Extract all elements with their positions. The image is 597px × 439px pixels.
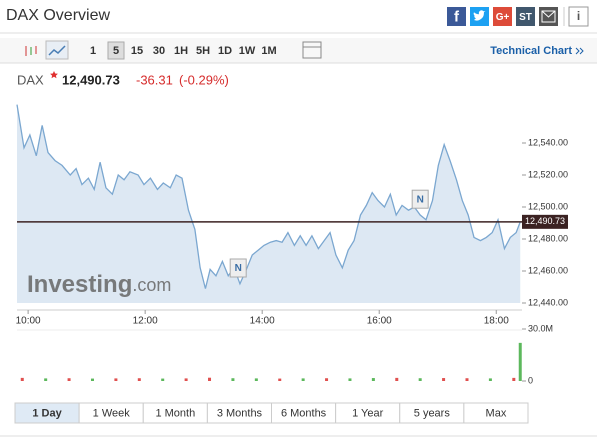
info-glyph: i: [577, 9, 580, 23]
y-tick-label: 0: [528, 375, 533, 385]
quote-change-percent: (-0.29%): [179, 72, 229, 87]
quote-price: 12,490.73: [62, 72, 120, 87]
technical-chart-link[interactable]: Technical Chart: [490, 45, 572, 57]
volume-bar: [184, 378, 188, 381]
volume-bar: [465, 378, 469, 381]
y-tick-label: 12,440.00: [528, 297, 568, 307]
y-tick-label: 30.0M: [528, 323, 553, 333]
volume-bar: [114, 378, 118, 381]
twitter-glyph: [473, 10, 486, 21]
news-marker-label: N: [235, 263, 242, 274]
quote-symbol: DAX: [17, 72, 44, 87]
title: DAX Overview: [6, 7, 110, 24]
volume-bar: [512, 377, 516, 381]
y-tick-label: 12,520.00: [528, 169, 568, 179]
y-tick-label: 12,480.00: [528, 233, 568, 243]
range-label: 6 Months: [281, 407, 327, 419]
volume-bar: [371, 378, 375, 381]
range-label: 1 Month: [155, 407, 195, 419]
interval-button[interactable]: 1: [90, 45, 96, 57]
volume-bar: [67, 378, 71, 381]
volume-bar: [278, 378, 282, 381]
volume-bar: [208, 377, 212, 381]
volume-bar: [20, 377, 24, 381]
volume-bar: [90, 378, 94, 381]
status-star: [50, 71, 58, 79]
last-price-box: [522, 214, 568, 229]
interval-button[interactable]: 5H: [196, 45, 210, 57]
candle-icon[interactable]: [23, 45, 39, 57]
line-icon-glyph: [48, 45, 66, 56]
interval-button[interactable]: 1W: [239, 45, 256, 57]
watermark-suffix: .com: [132, 275, 171, 295]
share-icon[interactable]: [493, 7, 512, 26]
price-area: [17, 104, 521, 303]
volume-bar: [231, 378, 235, 381]
interval-button[interactable]: 1D: [218, 45, 232, 57]
share-icon-label: G+: [496, 12, 510, 23]
news-marker-label: N: [417, 194, 424, 205]
x-tick-label: 10:00: [16, 316, 41, 327]
range-label: 1 Week: [93, 407, 131, 419]
volume-bar: [254, 378, 258, 381]
volume-bar: [161, 378, 165, 381]
volume-bar: [442, 378, 446, 381]
watermark-brand: Investing: [27, 271, 132, 298]
range-label: 1 Year: [352, 407, 384, 419]
range-button[interactable]: [463, 402, 529, 424]
range-label: Max: [486, 407, 507, 419]
info-icon[interactable]: [568, 6, 589, 27]
interval-button[interactable]: 1H: [174, 45, 188, 57]
watermark: Investing.com: [27, 271, 171, 298]
toolbar: [0, 38, 597, 63]
interval-selected: [107, 41, 125, 60]
news-marker[interactable]: [229, 258, 247, 278]
x-tick-label: 12:00: [133, 316, 158, 327]
price-line: [16, 104, 521, 289]
volume-bar: [137, 378, 141, 381]
share-icon[interactable]: [516, 7, 535, 26]
x-tick-label: 16:00: [367, 316, 392, 327]
y-tick-label: 12,460.00: [528, 265, 568, 275]
interval-button[interactable]: 30: [153, 45, 165, 57]
interval-button[interactable]: 5: [113, 45, 119, 57]
share-icon-label: f: [454, 8, 460, 25]
volume-bar: [518, 342, 522, 381]
volume-bar: [488, 378, 492, 381]
share-icon-label: ST: [519, 12, 532, 23]
line-icon[interactable]: [45, 40, 69, 60]
x-tick-label: 18:00: [484, 316, 509, 327]
interval-button[interactable]: 15: [131, 45, 143, 57]
volume-bar: [301, 378, 305, 381]
range-label: 5 years: [414, 407, 451, 419]
link-arrow: [575, 47, 584, 55]
range-label: 1 Day: [32, 407, 62, 419]
last-price-label: 12,490.73: [525, 216, 565, 226]
volume-bar: [348, 378, 352, 381]
y-tick-label: 12,540.00: [528, 137, 568, 147]
volume-bar: [325, 378, 329, 381]
range-label: 3 Months: [217, 407, 263, 419]
volume-bar: [395, 377, 399, 381]
y-tick-label: 12,500.00: [528, 201, 568, 211]
volume-bar: [44, 378, 48, 381]
volume-bar: [418, 378, 422, 381]
mail-glyph: [541, 10, 556, 23]
quote-change: -36.31: [136, 72, 173, 87]
interval-button[interactable]: 1M: [261, 45, 276, 57]
settings-icon[interactable]: [302, 41, 322, 59]
share-icon[interactable]: [447, 7, 466, 26]
news-marker[interactable]: [411, 189, 429, 209]
x-tick-label: 14:00: [250, 316, 275, 327]
